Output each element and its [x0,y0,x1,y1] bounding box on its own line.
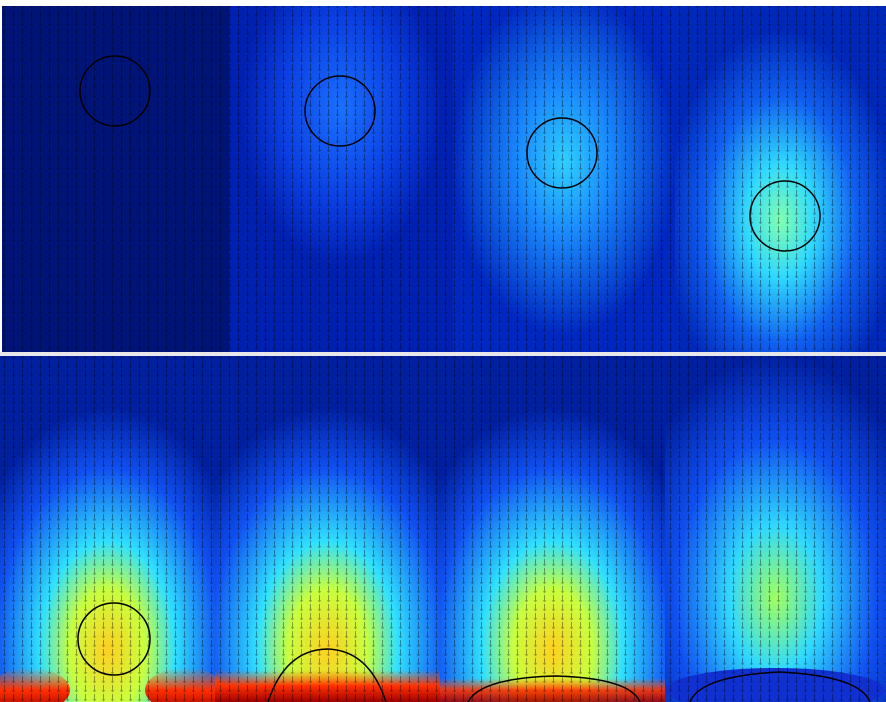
simulation-figure [0,0,886,702]
row-divider [0,352,886,356]
top-border [0,0,886,6]
page: {} [0,0,886,702]
